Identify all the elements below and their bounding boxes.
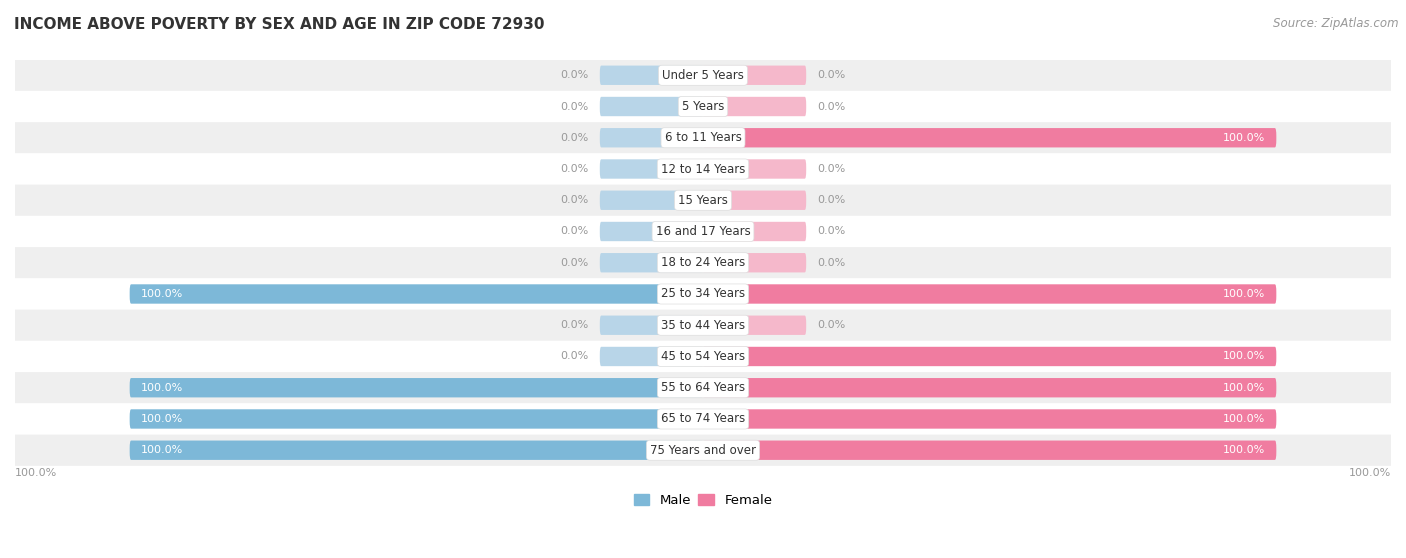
FancyBboxPatch shape [15,247,1391,278]
FancyBboxPatch shape [703,440,1277,460]
FancyBboxPatch shape [15,341,1391,372]
Text: Under 5 Years: Under 5 Years [662,69,744,82]
FancyBboxPatch shape [129,284,703,304]
FancyBboxPatch shape [703,409,1277,429]
FancyBboxPatch shape [600,315,703,335]
Text: 0.0%: 0.0% [560,320,588,330]
FancyBboxPatch shape [15,310,1391,341]
Text: 100.0%: 100.0% [1348,468,1391,478]
Text: 55 to 64 Years: 55 to 64 Years [661,381,745,394]
FancyBboxPatch shape [15,403,1391,435]
FancyBboxPatch shape [703,315,806,335]
FancyBboxPatch shape [15,278,1391,310]
Text: 100.0%: 100.0% [1223,352,1265,362]
Text: 0.0%: 0.0% [818,227,846,237]
FancyBboxPatch shape [15,122,1391,153]
FancyBboxPatch shape [15,216,1391,247]
FancyBboxPatch shape [600,253,703,272]
FancyBboxPatch shape [129,440,703,460]
FancyBboxPatch shape [703,347,1277,366]
Text: 0.0%: 0.0% [560,352,588,362]
Text: Source: ZipAtlas.com: Source: ZipAtlas.com [1274,17,1399,30]
FancyBboxPatch shape [15,153,1391,185]
FancyBboxPatch shape [15,185,1391,216]
Text: 16 and 17 Years: 16 and 17 Years [655,225,751,238]
Text: 100.0%: 100.0% [1223,289,1265,299]
FancyBboxPatch shape [703,253,806,272]
Text: 0.0%: 0.0% [560,258,588,268]
FancyBboxPatch shape [15,91,1391,122]
Text: 18 to 24 Years: 18 to 24 Years [661,256,745,270]
Text: 6 to 11 Years: 6 to 11 Years [665,131,741,145]
Text: 12 to 14 Years: 12 to 14 Years [661,162,745,176]
Text: 100.0%: 100.0% [1223,383,1265,393]
Text: 0.0%: 0.0% [560,102,588,112]
FancyBboxPatch shape [703,191,806,210]
Text: 35 to 44 Years: 35 to 44 Years [661,319,745,332]
Text: 100.0%: 100.0% [15,468,58,478]
Text: 0.0%: 0.0% [560,133,588,143]
Text: 0.0%: 0.0% [818,258,846,268]
Text: INCOME ABOVE POVERTY BY SEX AND AGE IN ZIP CODE 72930: INCOME ABOVE POVERTY BY SEX AND AGE IN Z… [14,17,544,32]
FancyBboxPatch shape [600,66,703,85]
Text: 100.0%: 100.0% [1223,133,1265,143]
FancyBboxPatch shape [129,409,703,429]
Text: 0.0%: 0.0% [560,227,588,237]
Text: 75 Years and over: 75 Years and over [650,444,756,456]
Text: 100.0%: 100.0% [141,289,183,299]
Text: 0.0%: 0.0% [818,195,846,205]
FancyBboxPatch shape [600,97,703,116]
FancyBboxPatch shape [703,378,1277,397]
FancyBboxPatch shape [600,347,703,366]
FancyBboxPatch shape [703,128,1277,147]
Text: 100.0%: 100.0% [1223,445,1265,455]
FancyBboxPatch shape [600,222,703,241]
Text: 0.0%: 0.0% [560,164,588,174]
Text: 100.0%: 100.0% [141,445,183,455]
Text: 25 to 34 Years: 25 to 34 Years [661,287,745,301]
FancyBboxPatch shape [15,372,1391,403]
Text: 15 Years: 15 Years [678,194,728,207]
FancyBboxPatch shape [129,378,703,397]
FancyBboxPatch shape [703,66,806,85]
Text: 0.0%: 0.0% [818,320,846,330]
FancyBboxPatch shape [703,160,806,179]
FancyBboxPatch shape [600,191,703,210]
Text: 0.0%: 0.0% [560,70,588,80]
Text: 0.0%: 0.0% [818,102,846,112]
FancyBboxPatch shape [600,160,703,179]
FancyBboxPatch shape [15,60,1391,91]
Text: 45 to 54 Years: 45 to 54 Years [661,350,745,363]
Text: 5 Years: 5 Years [682,100,724,113]
FancyBboxPatch shape [703,97,806,116]
Text: 0.0%: 0.0% [560,195,588,205]
FancyBboxPatch shape [600,128,703,147]
FancyBboxPatch shape [703,284,1277,304]
Text: 65 to 74 Years: 65 to 74 Years [661,412,745,425]
Legend: Male, Female: Male, Female [628,488,778,512]
Text: 100.0%: 100.0% [141,414,183,424]
FancyBboxPatch shape [703,222,806,241]
FancyBboxPatch shape [15,435,1391,466]
Text: 100.0%: 100.0% [141,383,183,393]
Text: 0.0%: 0.0% [818,164,846,174]
Text: 100.0%: 100.0% [1223,414,1265,424]
Text: 0.0%: 0.0% [818,70,846,80]
